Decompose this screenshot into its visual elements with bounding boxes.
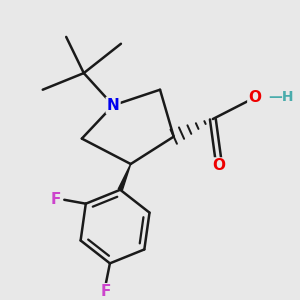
- Text: F: F: [50, 192, 61, 207]
- Text: F: F: [101, 284, 111, 299]
- Text: O: O: [248, 90, 261, 105]
- Polygon shape: [118, 164, 131, 190]
- Text: N: N: [107, 98, 119, 113]
- Text: O: O: [212, 158, 225, 173]
- Text: —H: —H: [268, 90, 294, 104]
